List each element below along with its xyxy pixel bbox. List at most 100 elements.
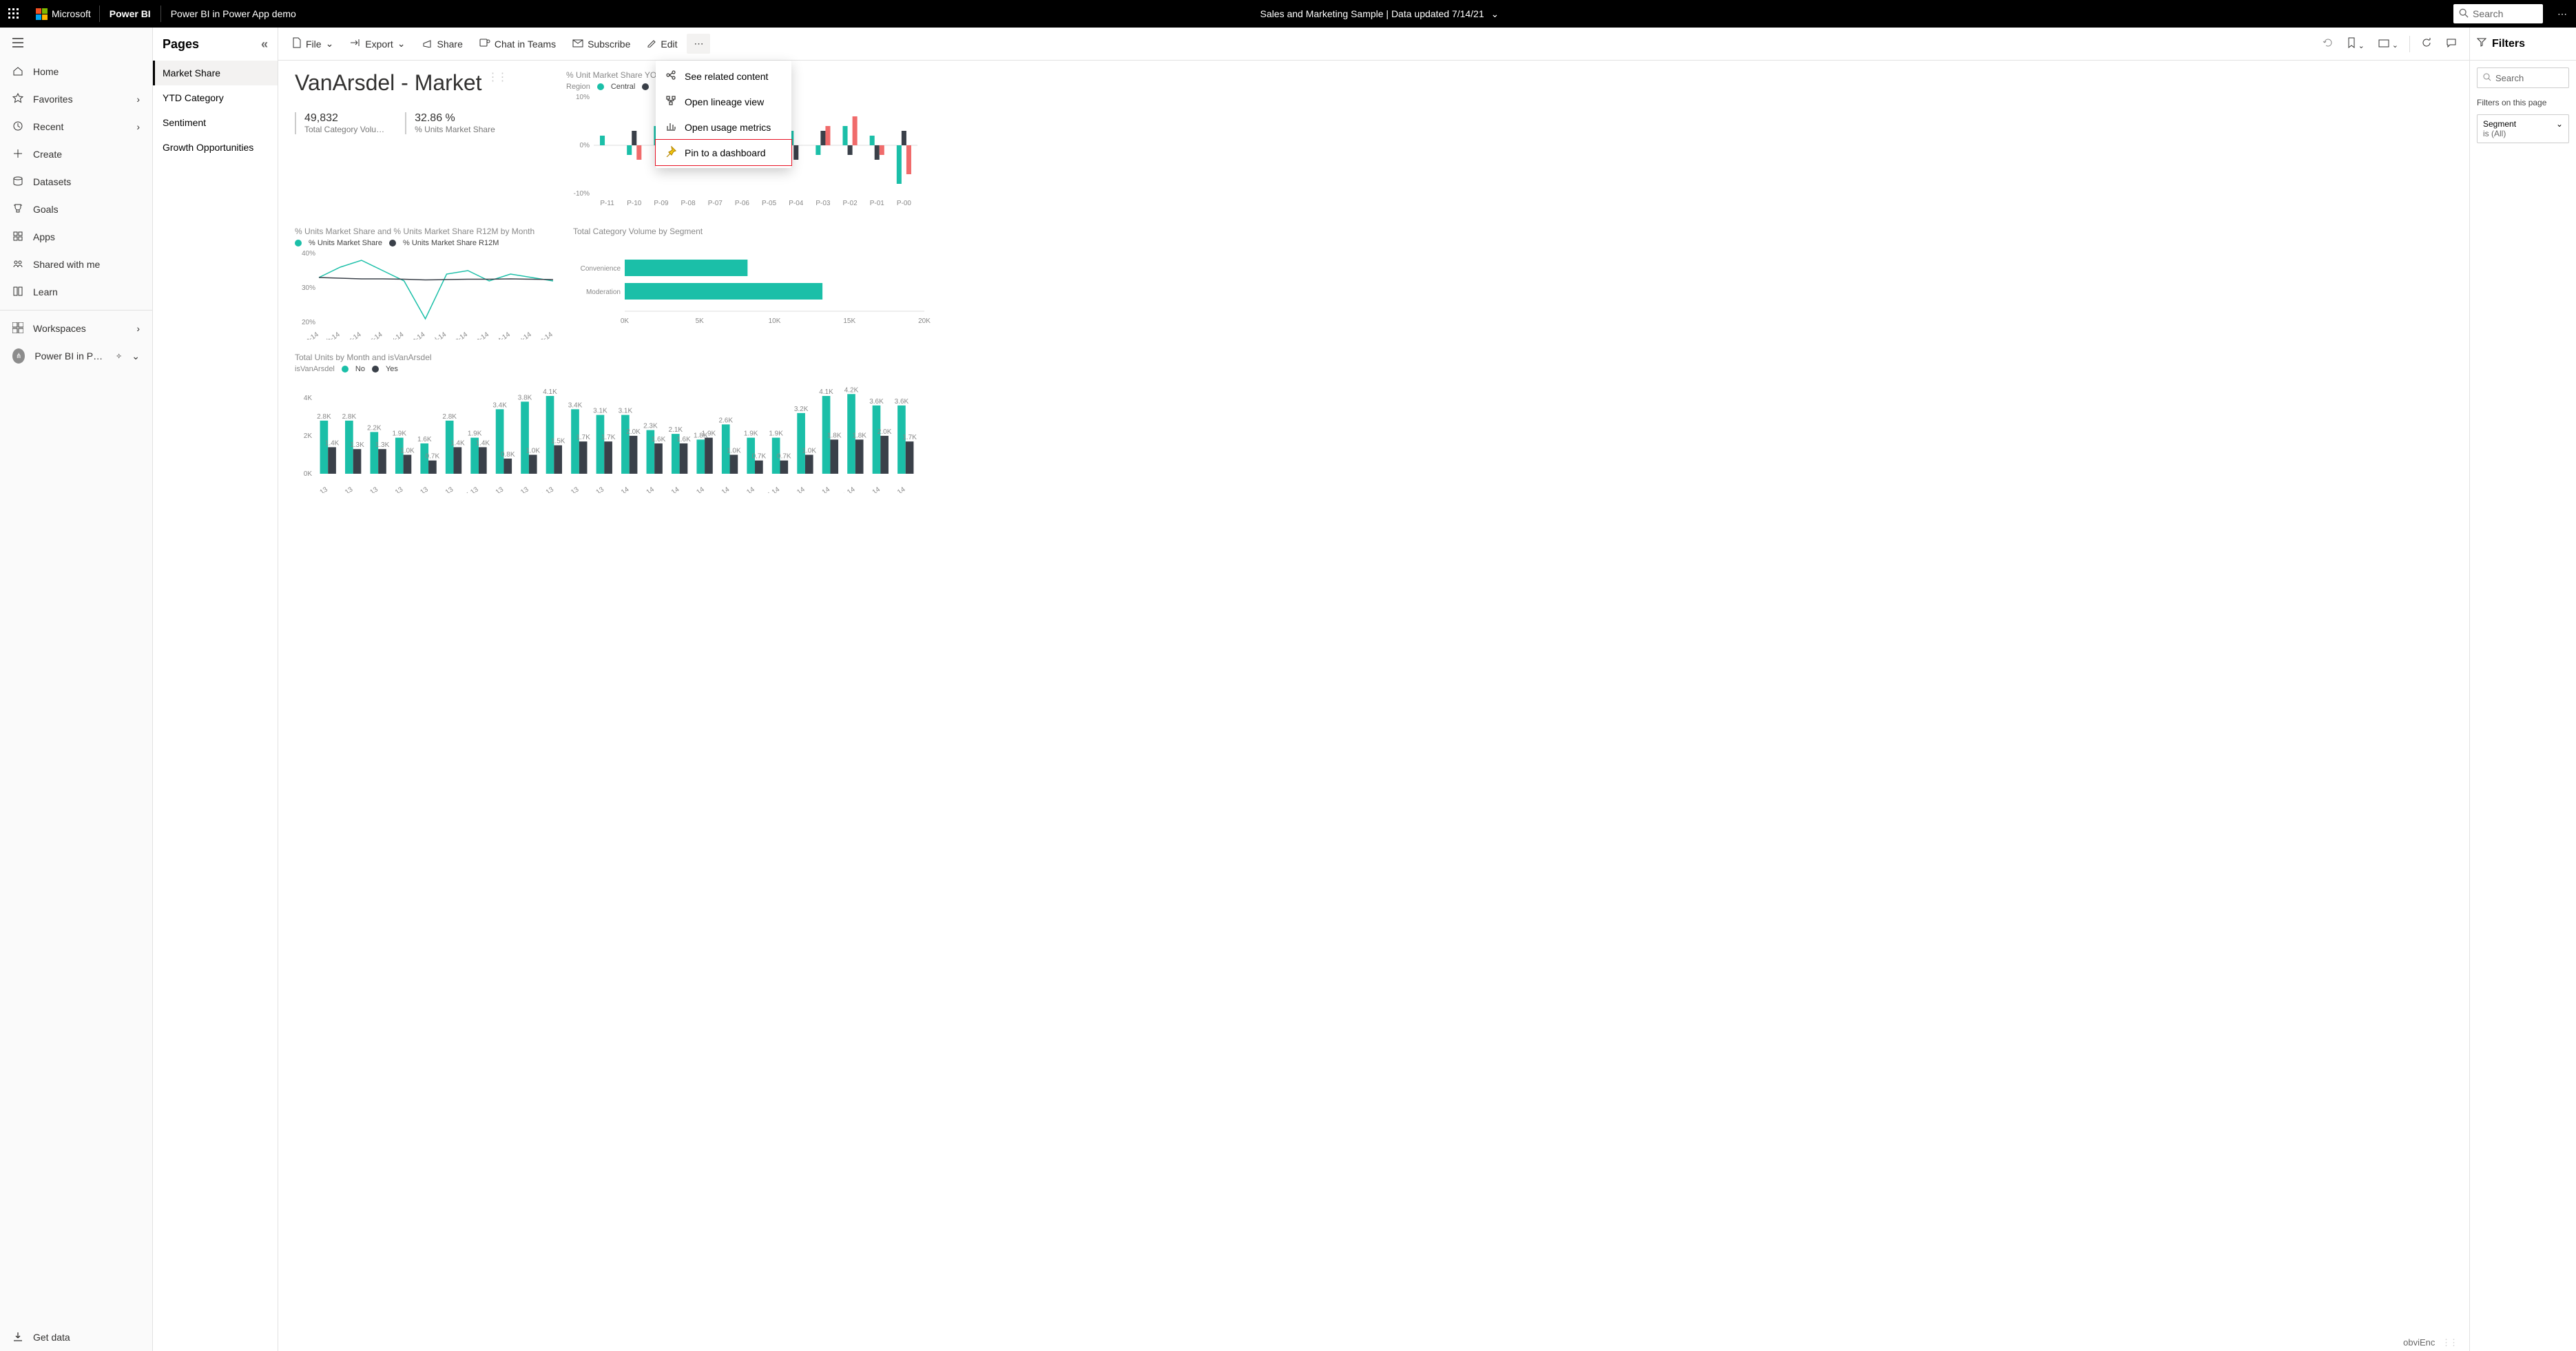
nav-shared-with-me[interactable]: Shared with me bbox=[0, 251, 152, 278]
svg-text:3.6K: 3.6K bbox=[895, 398, 909, 406]
report-title-visual[interactable]: VanArsdel - Market ⋮⋮ bbox=[295, 70, 550, 96]
reset-button[interactable] bbox=[2317, 33, 2339, 54]
svg-text:20%: 20% bbox=[302, 319, 315, 326]
workspace-avatar-icon: ⋔ bbox=[12, 348, 25, 364]
market-share-line-chart[interactable]: % Units Market Share and % Units Market … bbox=[295, 227, 557, 343]
svg-text:Aug-14: Aug-14 bbox=[784, 485, 807, 493]
svg-text:Feb-14: Feb-14 bbox=[319, 331, 342, 339]
svg-text:1.7K: 1.7K bbox=[601, 434, 616, 441]
menu-pin-to-a-dashboard[interactable]: Pin to a dashboard bbox=[656, 140, 791, 165]
total-units-chart[interactable]: Total Units by Month and isVanArsdel isV… bbox=[295, 353, 2453, 496]
svg-text:Sep-14: Sep-14 bbox=[809, 485, 831, 493]
svg-text:Mar-14: Mar-14 bbox=[340, 331, 363, 339]
edit-button[interactable]: Edit bbox=[640, 34, 684, 54]
global-search[interactable]: Search bbox=[2453, 4, 2543, 23]
chevron-down-icon: ⌄ bbox=[2556, 119, 2563, 129]
nav-apps[interactable]: Apps bbox=[0, 223, 152, 251]
filters-header: Filters bbox=[2492, 38, 2525, 50]
page-tab-market-share[interactable]: Market Share bbox=[153, 61, 278, 85]
collapse-pages-button[interactable]: « bbox=[261, 37, 268, 52]
svg-text:4.2K: 4.2K bbox=[844, 386, 859, 394]
comments-button[interactable] bbox=[2440, 34, 2462, 54]
more-actions-button[interactable]: ⋯ bbox=[687, 34, 710, 54]
file-icon bbox=[292, 37, 302, 50]
svg-text:Dec-13: Dec-13 bbox=[583, 485, 605, 493]
people-icon bbox=[12, 258, 23, 271]
svg-text:Sep-14: Sep-14 bbox=[468, 331, 490, 339]
category-volume-bar-chart[interactable]: Total Category Volume by Segment Conveni… bbox=[573, 227, 2453, 343]
nav-recent[interactable]: Recent › bbox=[0, 113, 152, 140]
svg-text:Jun-14: Jun-14 bbox=[734, 485, 756, 493]
svg-text:0.7K: 0.7K bbox=[777, 453, 791, 461]
svg-text:10K: 10K bbox=[769, 317, 781, 325]
svg-text:Jul-13: Jul-13 bbox=[460, 485, 480, 493]
svg-text:1.6K: 1.6K bbox=[652, 436, 666, 443]
svg-text:1.8K: 1.8K bbox=[852, 432, 866, 439]
filters-search[interactable]: Search bbox=[2477, 67, 2569, 88]
share-button[interactable]: Share bbox=[415, 34, 470, 54]
menu-open-usage-metrics[interactable]: Open usage metrics bbox=[656, 114, 791, 140]
report-title-center[interactable]: Sales and Marketing Sample | Data update… bbox=[306, 8, 2453, 20]
menu-open-lineage-view[interactable]: Open lineage view bbox=[656, 89, 791, 114]
svg-text:1.6K: 1.6K bbox=[676, 436, 691, 443]
line-chart-svg: 20%30%40%Jan-14Feb-14Mar-14Apr-14May-14J… bbox=[295, 250, 557, 339]
page-tab-growth-opportunities[interactable]: Growth Opportunities bbox=[153, 135, 278, 160]
svg-text:1.7K: 1.7K bbox=[902, 434, 917, 441]
nav-separator bbox=[0, 310, 152, 311]
svg-text:1.9K: 1.9K bbox=[392, 430, 406, 438]
nav-home[interactable]: Home bbox=[0, 58, 152, 85]
svg-text:2.0K: 2.0K bbox=[877, 428, 892, 436]
svg-text:P-09: P-09 bbox=[654, 200, 669, 207]
visual-grip-icon[interactable]: ⋮⋮ bbox=[488, 70, 507, 84]
report-area: File ⌄ Export ⌄ Share Chat in Teams Subs… bbox=[278, 28, 2469, 1351]
company-label: Microsoft bbox=[52, 8, 91, 19]
nav-goals[interactable]: Goals bbox=[0, 196, 152, 223]
svg-text:Moderation: Moderation bbox=[586, 289, 621, 296]
subscribe-button[interactable]: Subscribe bbox=[565, 34, 637, 54]
svg-text:1.4K: 1.4K bbox=[450, 439, 465, 447]
hamburger-button[interactable] bbox=[0, 28, 152, 58]
nav-create[interactable]: Create bbox=[0, 140, 152, 168]
kpi-market-share[interactable]: 32.86 % % Units Market Share bbox=[405, 112, 495, 134]
app-launcher-button[interactable] bbox=[0, 0, 28, 28]
svg-text:Jul-14: Jul-14 bbox=[762, 485, 782, 493]
view-mode-button[interactable]: ⌄ bbox=[2373, 34, 2404, 54]
menu-see-related-content[interactable]: See related content bbox=[656, 63, 791, 89]
nav-get-data[interactable]: Get data bbox=[0, 1323, 152, 1351]
svg-text:2.3K: 2.3K bbox=[643, 423, 658, 430]
nav-workspaces[interactable]: Workspaces › bbox=[0, 315, 152, 342]
svg-text:P-07: P-07 bbox=[708, 200, 723, 207]
filter-card-segment[interactable]: Segment ⌄ is (All) bbox=[2477, 114, 2569, 143]
lineage-icon bbox=[665, 95, 676, 108]
file-menu-button[interactable]: File ⌄ bbox=[285, 33, 340, 54]
bookmark-button[interactable]: ⌄ bbox=[2342, 33, 2370, 54]
yoy-change-chart[interactable]: % Unit Market Share YOY Change RegionCen… bbox=[566, 70, 2453, 214]
svg-text:P-11: P-11 bbox=[600, 200, 614, 207]
export-icon bbox=[350, 38, 361, 50]
svg-text:Dec-14: Dec-14 bbox=[884, 485, 907, 493]
svg-text:Aug-13: Aug-13 bbox=[482, 485, 505, 493]
svg-text:1.9K: 1.9K bbox=[744, 430, 758, 438]
nav-datasets[interactable]: Datasets bbox=[0, 168, 152, 196]
refresh-button[interactable] bbox=[2416, 33, 2438, 54]
mail-icon bbox=[572, 39, 583, 50]
svg-text:Nov-14: Nov-14 bbox=[510, 331, 533, 339]
plus-icon bbox=[12, 148, 23, 161]
svg-text:P-02: P-02 bbox=[843, 200, 858, 207]
chat-teams-button[interactable]: Chat in Teams bbox=[472, 34, 563, 54]
svg-text:2.8K: 2.8K bbox=[442, 413, 457, 421]
page-tab-ytd-category[interactable]: YTD Category bbox=[153, 85, 278, 110]
svg-text:15K: 15K bbox=[843, 317, 855, 325]
header-more-button[interactable]: ⋯ bbox=[2548, 8, 2576, 20]
nav-current-workspace[interactable]: ⋔ Power BI in Powe… ✧ ⌄ bbox=[0, 342, 152, 370]
svg-text:Jan-14: Jan-14 bbox=[298, 331, 320, 339]
export-menu-button[interactable]: Export ⌄ bbox=[343, 34, 412, 54]
kpi-total-volume[interactable]: 49,832 Total Category Volu… bbox=[295, 112, 384, 134]
nav-favorites[interactable]: Favorites › bbox=[0, 85, 152, 113]
nav-learn[interactable]: Learn bbox=[0, 278, 152, 306]
svg-text:1.9K: 1.9K bbox=[468, 430, 482, 438]
svg-text:P-06: P-06 bbox=[735, 200, 750, 207]
chevron-right-icon: › bbox=[136, 323, 140, 334]
nav-label: Learn bbox=[33, 286, 58, 297]
page-tab-sentiment[interactable]: Sentiment bbox=[153, 110, 278, 135]
